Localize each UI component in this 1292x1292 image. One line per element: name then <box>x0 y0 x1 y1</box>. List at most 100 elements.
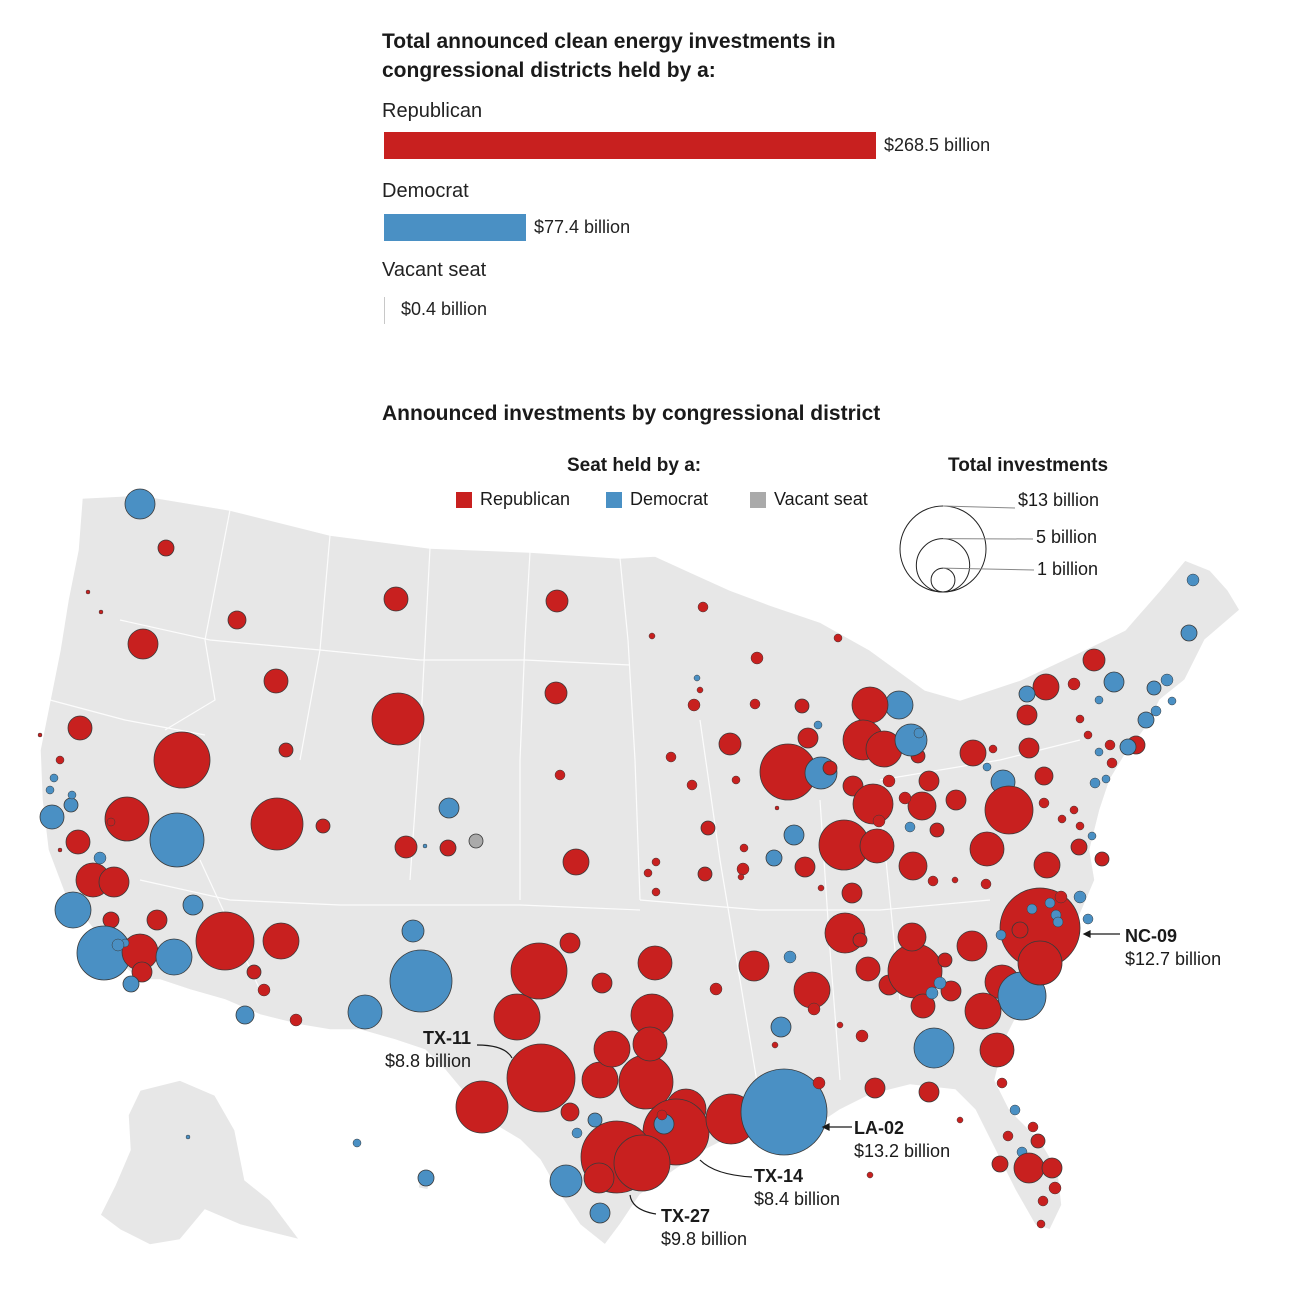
district-bubble <box>257 983 271 997</box>
callout-leaders <box>476 930 1120 1215</box>
district-bubble <box>996 1077 1008 1089</box>
district-bubble <box>1013 1152 1045 1184</box>
district-bubble <box>1018 737 1040 759</box>
bar-label-republican: Republican <box>382 100 483 122</box>
district-bubble <box>651 857 661 867</box>
district-bubble <box>102 911 120 929</box>
district-bubble <box>738 950 770 982</box>
callout-nc09-value: $12.7 billion <box>1125 949 1222 969</box>
district-bubble <box>562 848 590 876</box>
district-bubble <box>1032 673 1060 701</box>
district-bubble <box>851 686 889 724</box>
district-bubble <box>1026 903 1038 915</box>
district-bubble <box>836 1021 844 1029</box>
district-bubble <box>872 814 886 828</box>
district-bubble <box>262 922 300 960</box>
district-bubble <box>1002 1130 1014 1142</box>
callout-la02-value: $13.2 billion <box>854 1141 951 1161</box>
district-bubble <box>587 1112 603 1128</box>
district-bubble <box>933 976 947 990</box>
alaska-shape <box>99 1079 302 1246</box>
size-circle-1 <box>930 567 956 593</box>
district-bubble <box>852 932 868 948</box>
district-bubble <box>581 1061 619 1099</box>
district-bubble <box>1150 705 1162 717</box>
callout-tx11-value: $8.8 billion <box>384 1051 471 1071</box>
district-bubble <box>718 732 742 756</box>
legend-label-democrat: Democrat <box>630 489 709 509</box>
bar-label-vacant: Vacant seat <box>382 259 487 281</box>
district-bubble <box>401 919 425 943</box>
district-bubble <box>793 971 831 1009</box>
district-bubble <box>964 992 1002 1030</box>
callout-tx27: TX-27 $9.8 billion <box>661 1205 747 1251</box>
district-bubble <box>383 586 409 612</box>
district-bubble <box>951 876 959 884</box>
district-bubble <box>740 1068 828 1156</box>
callout-la02: LA-02 $13.2 billion <box>854 1117 950 1163</box>
district-bubble <box>797 727 819 749</box>
size-circle-13-leader <box>942 505 1016 509</box>
size-legend-13: $13 billion <box>1018 490 1100 510</box>
district-bubble <box>49 773 59 783</box>
district-bubble <box>929 822 945 838</box>
district-bubble <box>794 698 810 714</box>
district-bubble <box>783 824 805 846</box>
district-bubble <box>969 831 1005 867</box>
callout-la02-district: LA-02 <box>854 1118 905 1138</box>
district-bubble <box>468 833 484 849</box>
bar-republican <box>384 132 876 159</box>
district-bubble <box>1160 673 1174 687</box>
bar-value-democrat: $77.4 billion <box>534 217 631 237</box>
district-bubble <box>980 878 992 890</box>
district-bubble <box>560 1102 580 1122</box>
district-bubble <box>632 1026 668 1062</box>
district-bubble <box>984 785 1034 835</box>
district-bubble <box>979 1032 1015 1068</box>
district-bubble <box>104 796 150 842</box>
district-bubble <box>1137 711 1155 729</box>
district-bubble <box>571 1127 583 1139</box>
district-bubble <box>98 866 130 898</box>
district-bubble <box>315 818 331 834</box>
district-bubble <box>739 843 749 853</box>
district-bubble <box>637 945 673 981</box>
district-bubble <box>771 1041 779 1049</box>
district-bubble <box>855 956 881 982</box>
district-bubble <box>982 762 992 772</box>
size-circle-1-leader <box>942 567 1035 571</box>
district-bubble <box>813 720 823 730</box>
district-bubble <box>894 723 928 757</box>
district-bubble <box>417 1169 435 1187</box>
district-bubble <box>67 790 77 800</box>
callout-nc09: NC-09 $12.7 billion <box>1125 925 1221 971</box>
callout-tx11-district: TX-11 <box>422 1028 471 1048</box>
size-legend-5: 5 billion <box>1036 527 1098 547</box>
district-bubble <box>822 760 838 776</box>
district-bubble <box>583 1162 615 1194</box>
hawaii-shape <box>350 1138 431 1191</box>
district-bubble <box>1119 738 1137 756</box>
district-bubble <box>656 1109 668 1121</box>
district-bubble <box>1104 739 1116 751</box>
district-bubble <box>1089 777 1101 789</box>
district-bubble <box>1094 695 1104 705</box>
district-bubble <box>697 601 709 613</box>
district-bubble <box>866 1171 874 1179</box>
district-bubble <box>250 797 304 851</box>
district-bubble <box>995 929 1007 941</box>
district-bubble <box>613 1134 671 1192</box>
district-bubble <box>774 805 780 811</box>
district-bubble <box>765 849 783 867</box>
legend-label-vacant: Vacant seat <box>774 489 868 509</box>
district-bubble <box>554 769 566 781</box>
bar-value-vacant: $0.4 billion <box>401 299 488 319</box>
bar-value-republican: $268.5 billion <box>884 135 991 155</box>
district-bubble <box>1018 685 1036 703</box>
district-bubble <box>439 839 457 857</box>
district-bubble <box>455 1080 509 1134</box>
district-bubble <box>833 633 843 643</box>
district-bubble <box>898 791 912 805</box>
district-bubble <box>39 804 65 830</box>
